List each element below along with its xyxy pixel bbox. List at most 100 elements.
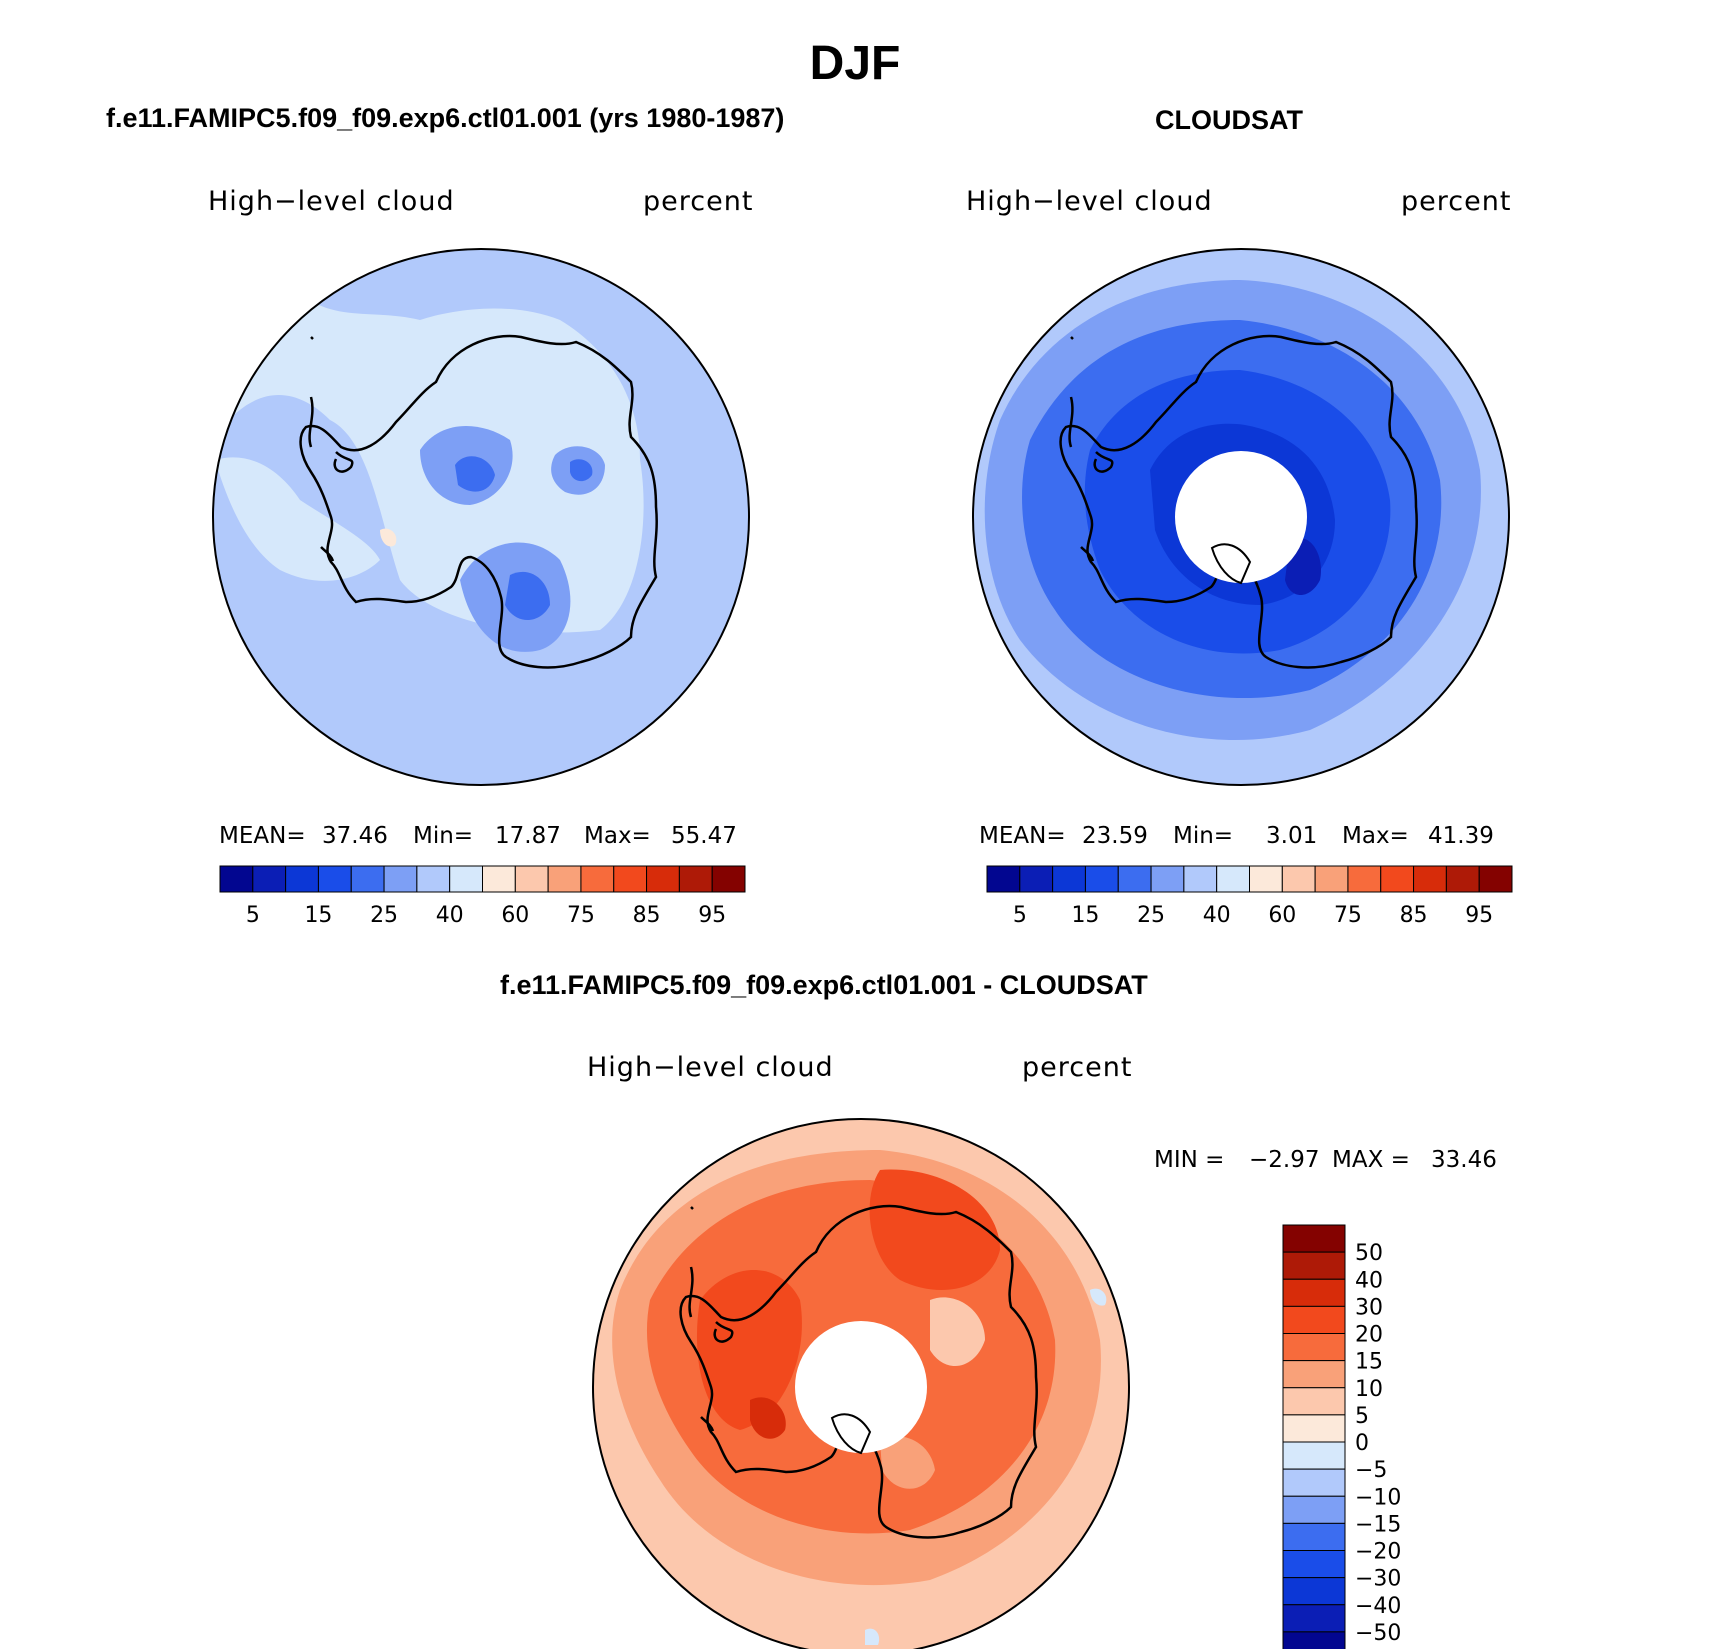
panel3-contour-mid-patch [880,1436,935,1489]
panel3-polar-gap [795,1321,927,1453]
panel2-colorbar-tick-label: 15 [1071,903,1099,928]
panel2-colorbar-swatch [1314,865,1349,893]
panel2-colorbar: 5 15 25 40 60 75 85 95 [986,865,1513,928]
panel2-title: CLOUDSAT [1155,105,1303,135]
panel2-colorbar-swatch [1183,865,1218,893]
panel2-min-value: 3.01 [1266,823,1318,849]
panel3-variable-label: High−level cloud [587,1052,834,1083]
panel3-colorbar-tick-label: −50 [1355,1621,1401,1646]
panel1-title: f.e11.FAMIPC5.f09_f09.exp6.ctl01.001 (yr… [106,103,785,133]
panel2-max-label: Max= [1342,823,1409,849]
panel1-colorbar-tick-label: 25 [370,903,398,928]
panel3-colorbar-tick-label: −5 [1355,1458,1387,1483]
panel3-contour-negative-south [865,1628,880,1645]
panel3-contour-light-patch [930,1297,985,1367]
panel1-colorbar-swatch [317,865,352,893]
panel2-colorbar-swatch [1249,865,1283,893]
panel2-colorbar-tick-label: 85 [1400,903,1428,928]
panel1-min-value: 17.87 [495,823,561,849]
panel1-colorbar-swatch [613,865,648,893]
panel1-max-label: Max= [584,823,651,849]
panel2-polar-gap [1175,451,1307,583]
panel2-colorbar-swatch [1380,865,1415,893]
panel3-colorbar-swatch [1282,1224,1346,1253]
panel1-contour-warm [380,528,397,547]
panel1-units-label: percent [643,186,754,217]
panel3-contour-negative [1090,1288,1107,1306]
panel1-colorbar-swatch [449,865,483,893]
panel1-colorbar-swatch [711,865,746,893]
panel3-contour-darker-west [696,1270,802,1430]
panel1-colorbar-swatch [646,865,680,893]
panel2-mean-label: MEAN= [979,823,1066,849]
panel1-colorbar-swatch [350,865,385,893]
panel2-colorbar-swatch [1347,865,1382,893]
panel3-max-label: MAX = [1332,1147,1410,1173]
panel3-colorbar-tick-label: −10 [1355,1485,1401,1510]
panel3-max-value: 33.46 [1431,1147,1497,1173]
panel2-colorbar-swatch [1478,865,1513,893]
panel2-colorbar-swatch [1445,865,1480,893]
panel2-colorbar-tick-label: 60 [1268,903,1296,928]
panel1-colorbar-swatch [285,865,319,893]
panel3-colorbar-tick-label: 10 [1355,1377,1383,1402]
panel2-variable-label: High−level cloud [966,186,1213,217]
figure-title: DJF [809,37,901,90]
panel2-colorbar-swatch [1019,865,1054,893]
panel1-colorbar-tick-label: 15 [304,903,332,928]
panel3-map-border [592,1118,1130,1649]
panel3-colorbar-swatch [1282,1360,1346,1389]
panel1-contour-light-west [215,457,380,581]
panel3-colorbar-swatch [1282,1495,1346,1524]
panel2-mean-value: 23.59 [1082,823,1148,849]
panel2-colorbar-swatch [1150,865,1185,893]
panel3-colorbar-swatch [1282,1333,1346,1362]
panel3-colorbar-tick-label: 40 [1355,1268,1383,1293]
panel3-colorbar-swatch [1282,1577,1346,1606]
panel2-units-label: percent [1401,186,1512,217]
panel2-colorbar-tick-label: 25 [1137,903,1165,928]
panel3-contour-darkest [750,1397,786,1439]
panel1-colorbar-tick-label: 60 [501,903,529,928]
panel3-colorbar-swatch [1282,1414,1346,1443]
panel3-map [593,1119,1129,1649]
panel1-colorbar: 5 15 25 40 60 75 85 95 [219,865,746,928]
panel3-colorbar-tick-label: 15 [1355,1350,1383,1375]
panel2-ross-ice [1210,543,1252,585]
panel1-min-label: Min= [413,823,474,849]
panel1-colorbar-swatch [514,865,549,893]
panel3-units-label: percent [1022,1052,1133,1083]
panel3-colorbar-tick-label: −40 [1355,1594,1401,1619]
panel1-colorbar-tick-label: 40 [436,903,464,928]
panel3-colorbar-swatch [1282,1468,1346,1497]
panel3-colorbar-swatch [1282,1604,1346,1633]
panel3-colorbar-swatch [1282,1631,1346,1649]
panel3-colorbar-swatch [1282,1441,1346,1470]
panel2-map [973,249,1509,785]
panel1-colorbar-swatch [416,865,451,893]
panel3-contour-darker-north [869,1169,1000,1290]
panel2-map-border [972,248,1510,786]
panel2-colorbar-tick-label: 75 [1334,903,1362,928]
panel3-min-label: MIN = [1154,1147,1225,1173]
panel3-colorbar-swatch [1282,1522,1346,1551]
panel3-colorbar-tick-label: 0 [1355,1431,1369,1456]
panel1-colorbar-tick-label: 95 [698,903,726,928]
panel3-min-value: −2.97 [1249,1147,1320,1173]
panel2-max-value: 41.39 [1428,823,1494,849]
panel2-colorbar-tick-label: 5 [1013,903,1027,928]
panel2-colorbar-swatch [986,865,1021,893]
panel3-colorbar-tick-label: 30 [1355,1295,1383,1320]
panel1-max-value: 55.47 [671,823,737,849]
panel1-colorbar-swatch [252,865,287,893]
panel2-colorbar-swatch [1216,865,1250,893]
panel1-colorbar-swatch [678,865,713,893]
panel1-colorbar-tick-label: 75 [567,903,595,928]
panel1-colorbar-swatch [547,865,582,893]
panel1-mean-value: 37.46 [322,823,388,849]
panel1-variable-label: High−level cloud [208,186,455,217]
panel2-colorbar-tick-label: 40 [1203,903,1231,928]
panel1-contour-dark-2 [570,459,593,482]
